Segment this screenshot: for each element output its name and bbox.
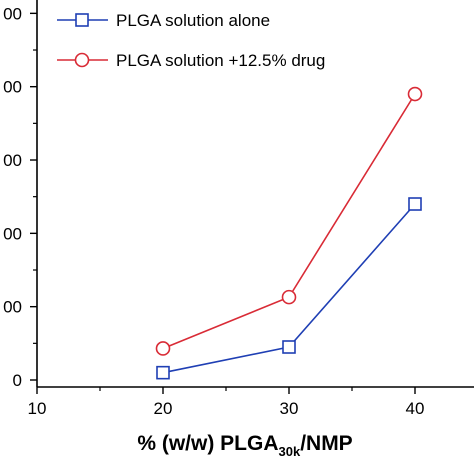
x-tick-label: 20 <box>154 399 173 418</box>
legend-marker-circle <box>74 52 90 68</box>
data-point-square <box>282 340 296 354</box>
data-point-circle <box>281 289 297 305</box>
y-tick-label: 00 <box>3 298 22 317</box>
x-tick-label: 30 <box>280 399 299 418</box>
series-line-2 <box>162 93 416 350</box>
data-point-square <box>408 197 422 211</box>
y-tick-label: 00 <box>3 224 22 243</box>
legend-label-1: PLGA solution alone <box>116 11 270 30</box>
x-axis-title-suffix: /NMP <box>300 432 353 455</box>
x-tick-label: 10 <box>28 399 47 418</box>
data-point-circle <box>407 86 423 102</box>
y-tick-label: 00 <box>3 78 22 97</box>
y-tick-label: 00 <box>3 4 22 23</box>
x-axis-title: % (w/w) PLGA30k/NMP <box>137 432 352 459</box>
legend-marker-square <box>75 13 89 27</box>
data-point-circle <box>155 341 171 356</box>
series-layer <box>155 86 423 380</box>
x-axis-title-subscript: 30k <box>278 444 300 459</box>
x-tick-label: 40 <box>406 399 425 418</box>
y-tick-label: 0 <box>13 371 22 390</box>
legend: PLGA solution alone PLGA solution +12.5% … <box>57 11 325 70</box>
y-tick-label: 00 <box>3 151 22 170</box>
axes <box>36 0 474 388</box>
x-axis-title-main: % (w/w) PLGA <box>137 432 278 455</box>
legend-label-2: PLGA solution +12.5% drug <box>116 51 325 70</box>
data-point-square <box>156 365 170 380</box>
